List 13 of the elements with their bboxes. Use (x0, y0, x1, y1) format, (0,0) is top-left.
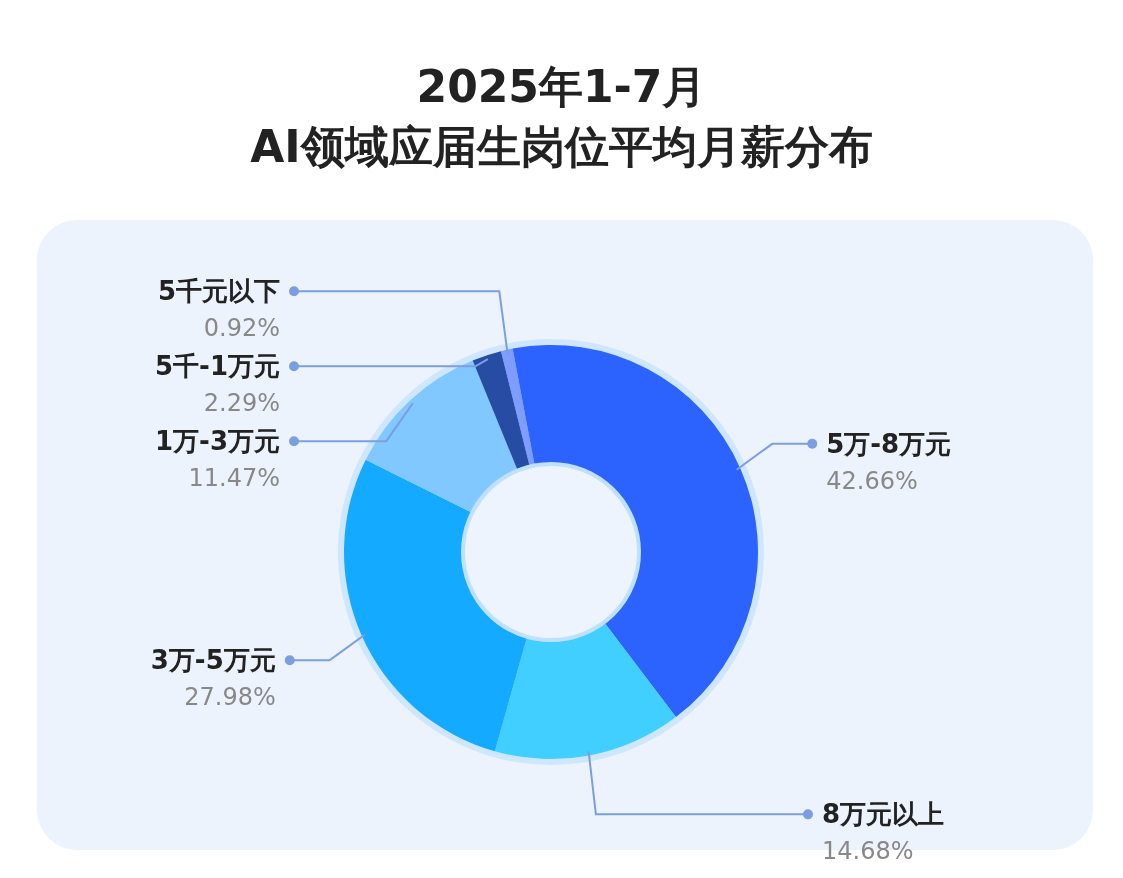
slice-label: 5千-1万元 (155, 351, 280, 382)
chart-title: 2025年1-7月 AI领域应届生岗位平均月薪分布 (250, 61, 873, 172)
data-label: 2.29% (203, 389, 280, 418)
data-label: 27.98% (184, 683, 276, 712)
slice-label: 3万-5万元 (150, 645, 276, 676)
data-label: 0.92% (203, 314, 280, 343)
slice-label: 1万-3万元 (155, 426, 280, 457)
slice-label: 8万元以上 (822, 799, 945, 830)
slice-label: 5千元以下 (157, 276, 280, 307)
data-label: 42.66% (826, 466, 918, 495)
slice-label: 5万-8万元 (826, 428, 952, 459)
data-label: 14.68% (822, 837, 914, 866)
data-label: 11.47% (188, 464, 280, 493)
